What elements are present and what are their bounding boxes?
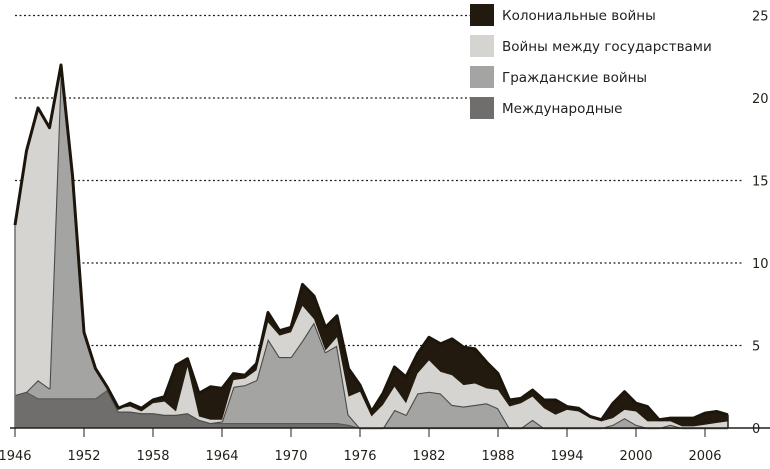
legend: Колониальные войны Войны между государств… xyxy=(470,4,712,119)
area-layers xyxy=(13,63,729,430)
x-tick-label: 2006 xyxy=(688,449,721,464)
y-tick-label: 10 xyxy=(752,257,769,272)
x-tick-label: 1952 xyxy=(67,449,100,464)
gridlines xyxy=(15,14,742,347)
y-tick-label: 5 xyxy=(752,340,760,355)
x-tick-label: 1994 xyxy=(550,449,583,464)
x-tick-label: 1976 xyxy=(343,449,376,464)
series-line-3 xyxy=(13,63,729,422)
x-tick-label: 1964 xyxy=(205,449,238,464)
axes: 0 5 10 15 20 25 1946 1952 1958 1964 1970 1976 1982 19… xyxy=(0,10,770,464)
legend-label: Войны между государствами xyxy=(502,39,712,55)
area-3 xyxy=(15,65,728,427)
legend-label: Гражданские войны xyxy=(502,70,647,86)
legend-label: Международные xyxy=(502,101,623,117)
area-1 xyxy=(15,65,728,428)
legend-swatch xyxy=(470,35,494,57)
y-tick-label: 20 xyxy=(752,92,769,107)
y-tick-label: 25 xyxy=(752,10,769,25)
x-tick-label: 1946 xyxy=(0,449,32,464)
y-tick-label: 15 xyxy=(752,175,769,190)
area-2 xyxy=(15,65,728,428)
legend-swatch xyxy=(470,4,494,26)
y-tick-label: 0 xyxy=(752,422,760,437)
series-line-1 xyxy=(14,63,728,430)
x-tick-label: 1982 xyxy=(412,449,445,464)
legend-swatch xyxy=(470,66,494,88)
legend-label: Колониальные войны xyxy=(502,8,656,24)
x-tick-label: 1958 xyxy=(136,449,169,464)
legend-swatch xyxy=(470,97,494,119)
x-tick-label: 1988 xyxy=(481,449,514,464)
area-0 xyxy=(15,390,728,428)
x-tick-label: 2000 xyxy=(619,449,652,464)
x-tick-label: 1970 xyxy=(274,449,307,464)
